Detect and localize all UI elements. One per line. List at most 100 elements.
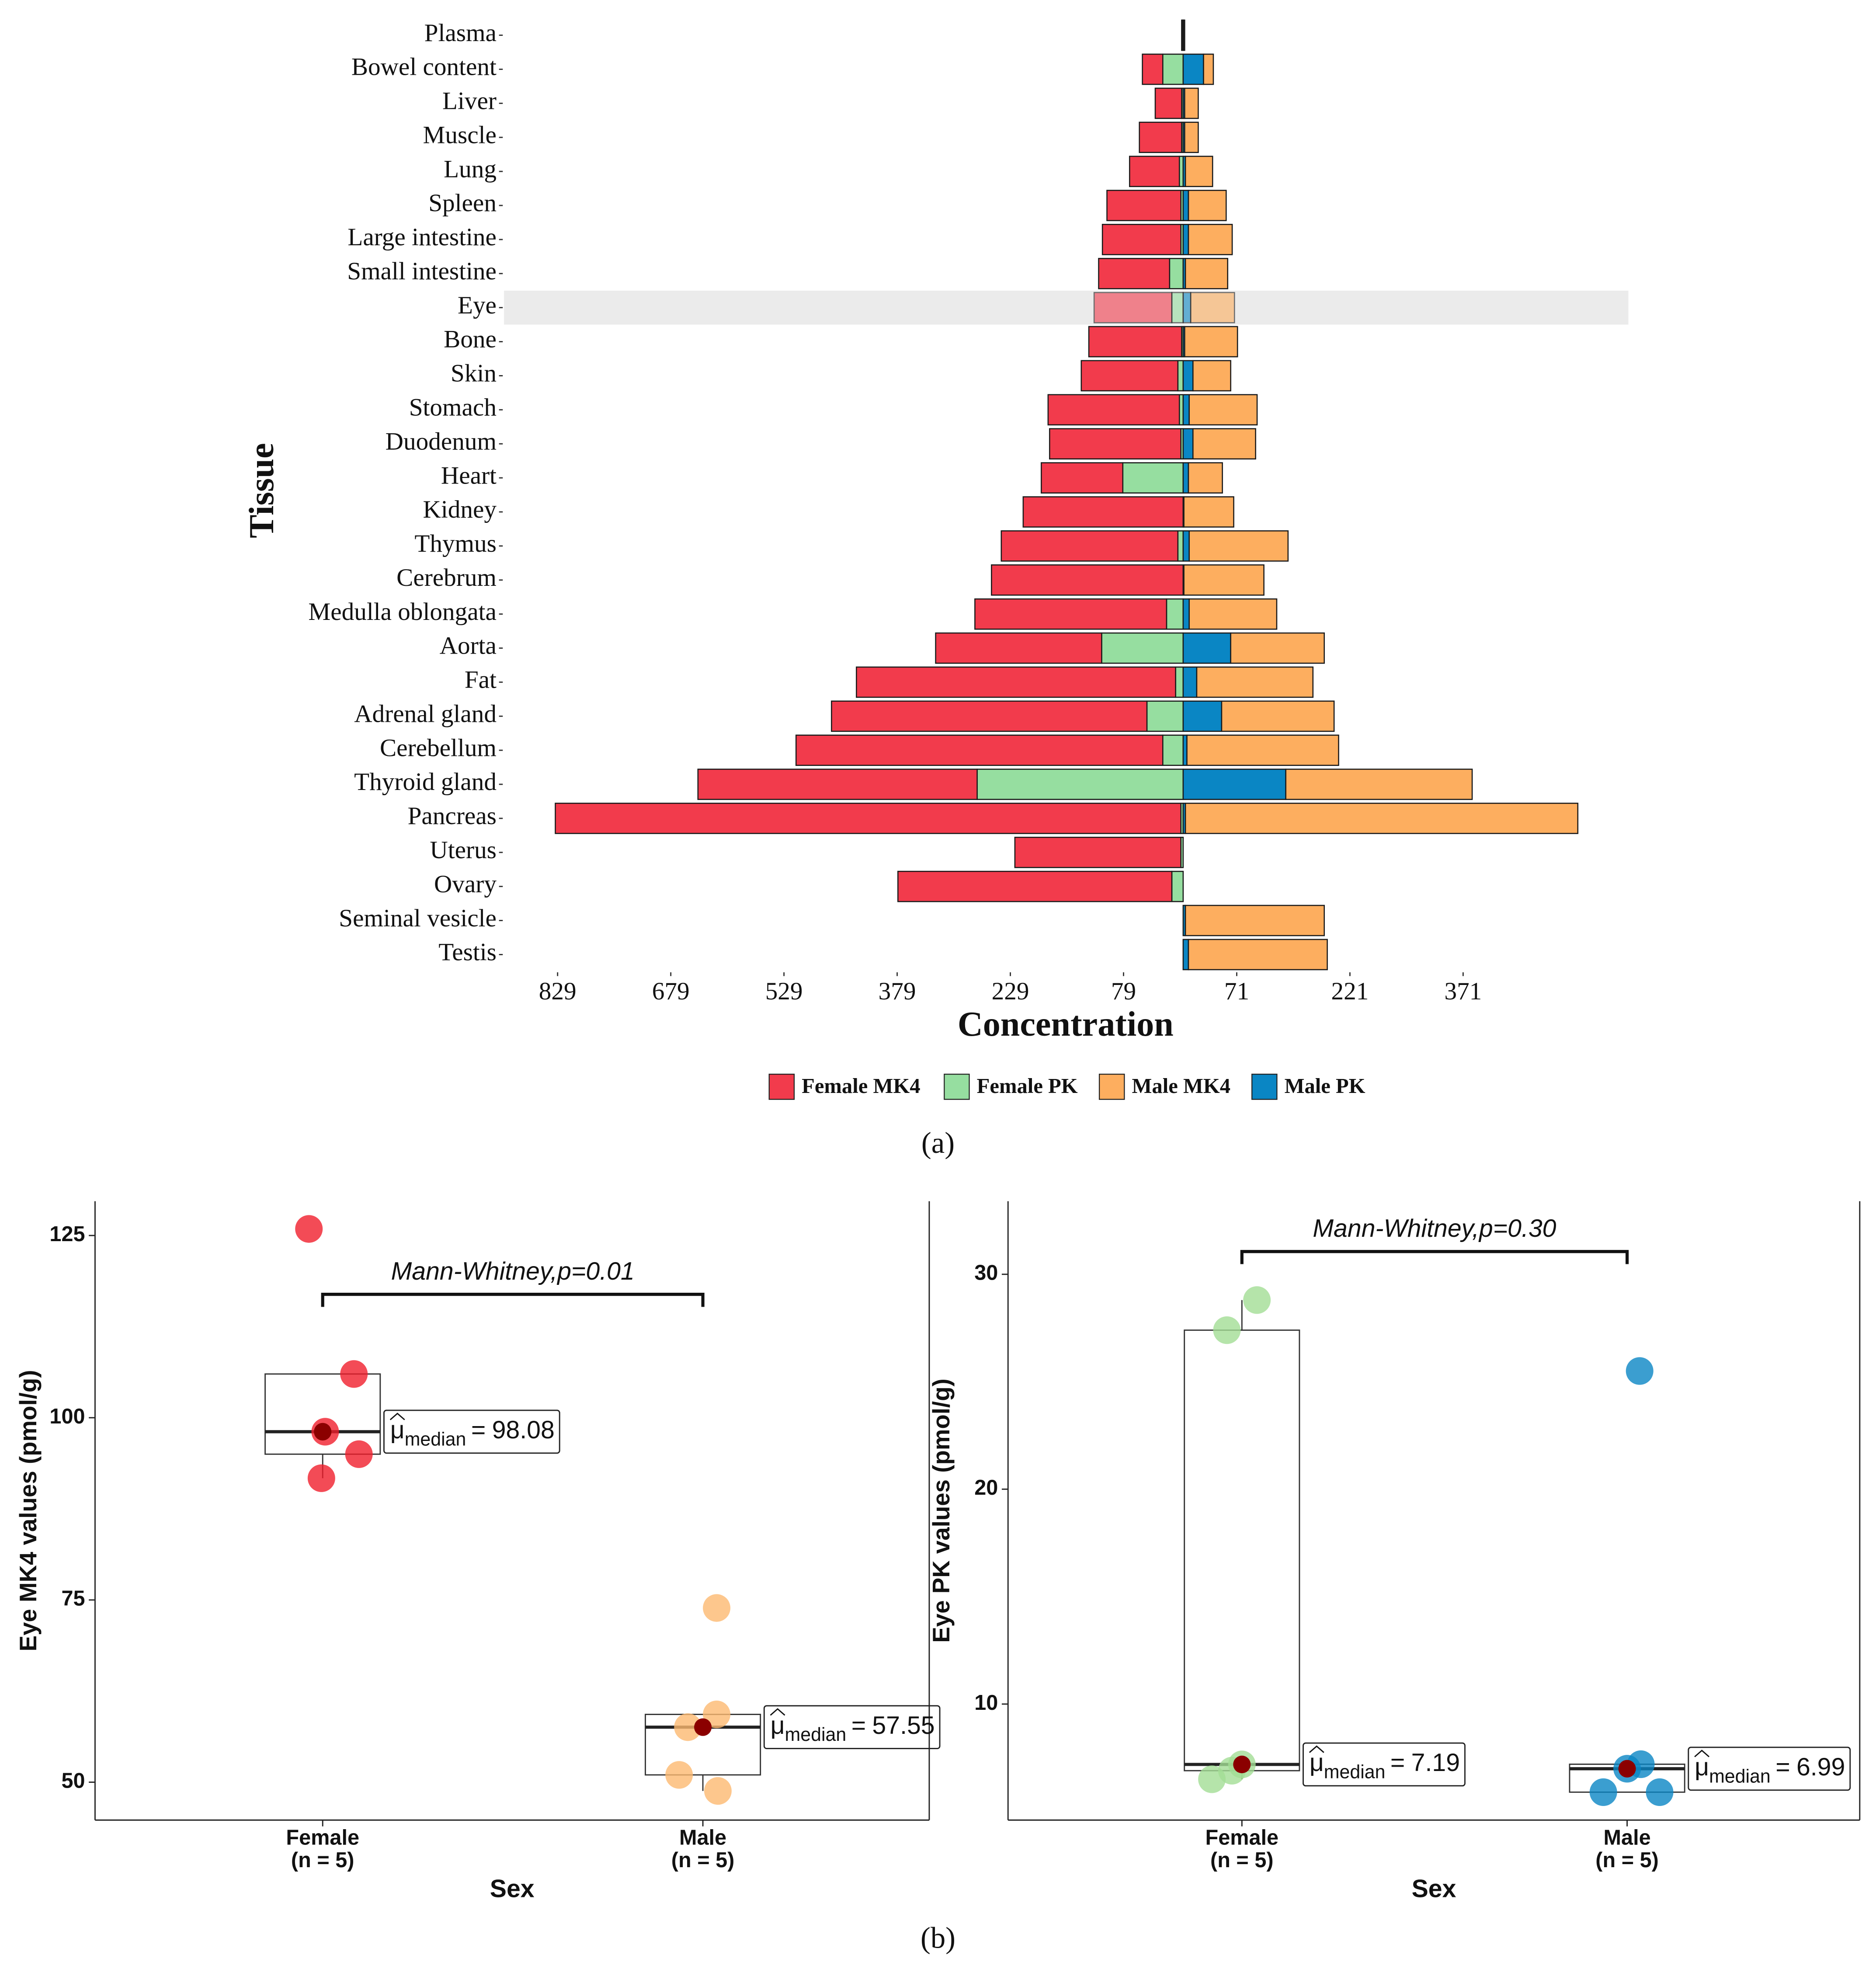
- point: [1243, 1286, 1271, 1314]
- bar: [1230, 632, 1325, 664]
- x-tick-label: 379: [879, 978, 916, 1005]
- legend-label: Male PK: [1285, 1074, 1365, 1098]
- median-dot: [694, 1718, 712, 1736]
- median-dot: [1618, 1760, 1636, 1778]
- point: [345, 1440, 373, 1468]
- x-axis-title: Concentration: [958, 1005, 1174, 1044]
- y-tick-label: 30: [974, 1261, 998, 1285]
- bar: [1188, 530, 1289, 562]
- point: [665, 1761, 693, 1789]
- bar: [1221, 700, 1335, 732]
- stat-hat: [770, 1708, 785, 1716]
- bar: [856, 666, 1176, 698]
- bar: [1154, 87, 1182, 119]
- highlight-band: [504, 290, 1629, 325]
- x-tick-sublabel: (n = 5): [1210, 1848, 1274, 1872]
- legend-swatch: [768, 1073, 795, 1100]
- y-tick-label: Heart: [441, 462, 497, 489]
- point: [1626, 1357, 1654, 1385]
- stat-symbol: μ: [1310, 1749, 1324, 1777]
- legend-swatch: [1098, 1073, 1125, 1100]
- stat-symbol: μ: [390, 1416, 405, 1444]
- bar: [1182, 530, 1190, 562]
- stat-symbol: μ: [771, 1712, 785, 1740]
- bar: [1129, 156, 1180, 187]
- bar: [974, 598, 1167, 630]
- panel-label: (b): [921, 1921, 955, 1954]
- bar: [1186, 734, 1339, 766]
- stat-label-box: [1688, 1747, 1851, 1791]
- y-tick-label: Spleen: [428, 189, 497, 217]
- stat-subscript: median: [1324, 1761, 1386, 1782]
- bracket: [1240, 1250, 1629, 1264]
- bar: [1101, 632, 1184, 664]
- y-tick-label: Liver: [442, 87, 497, 115]
- bar: [1146, 700, 1184, 732]
- bar: [1088, 326, 1182, 358]
- bar: [1177, 530, 1184, 562]
- stat-subscript: median: [1709, 1766, 1771, 1787]
- stat-label-box: [1303, 1742, 1466, 1787]
- y-tick-label: Duodenum: [386, 428, 497, 455]
- bar: [795, 734, 1164, 766]
- bar: [1182, 360, 1194, 392]
- median-value-label: 57.55: [872, 1712, 935, 1740]
- bar: [1177, 360, 1184, 392]
- y-tick-label: Plasma: [424, 19, 497, 47]
- bar: [1106, 190, 1181, 221]
- bar: [1188, 939, 1328, 971]
- bar: [1185, 257, 1229, 289]
- bar: [1098, 257, 1171, 289]
- bar: [1182, 632, 1231, 664]
- y-tick-label: Cerebellum: [380, 734, 497, 762]
- bar: [1101, 224, 1181, 255]
- point: [1198, 1765, 1226, 1793]
- x-tick-label: 71: [1224, 978, 1249, 1005]
- bar: [1178, 394, 1184, 426]
- y-tick-label: 50: [61, 1769, 85, 1792]
- bar: [1183, 564, 1265, 596]
- y-tick-label: Thymus: [414, 530, 497, 557]
- bar: [1182, 939, 1189, 971]
- y-tick-label: Kidney: [423, 496, 497, 523]
- stat-subscript: median: [785, 1724, 847, 1745]
- bar: [1182, 53, 1204, 85]
- y-tick-label: 10: [974, 1691, 998, 1715]
- panel-label: (a): [921, 1126, 955, 1159]
- y-tick-label: Cerebrum: [396, 564, 497, 592]
- bar: [1142, 53, 1164, 85]
- point: [703, 1594, 731, 1622]
- x-tick-label: Female: [286, 1826, 359, 1849]
- bar: [1049, 428, 1181, 459]
- annotation: Mann-Whitney,p=0.01: [391, 1257, 635, 1285]
- bar: [1285, 769, 1473, 800]
- point: [307, 1464, 335, 1492]
- bar: [1175, 666, 1184, 698]
- bar: [1183, 496, 1234, 528]
- stat-hat: [389, 1413, 405, 1420]
- bar: [1184, 87, 1199, 119]
- y-tick-label: Bone: [444, 326, 497, 353]
- y-tick-label: Seminal vesicle: [339, 905, 497, 932]
- bar: [1183, 19, 1185, 51]
- bar: [935, 632, 1102, 664]
- stat-hat: [1309, 1745, 1324, 1753]
- stat-hat: [1694, 1750, 1710, 1757]
- y-tick-label: Thyroid gland: [354, 768, 497, 796]
- stat-operator: =: [1775, 1753, 1790, 1781]
- stat-label-box: [383, 1409, 560, 1454]
- y-tick-label: 20: [974, 1476, 998, 1500]
- y-tick-label: Aorta: [440, 632, 497, 660]
- bar: [1162, 53, 1184, 85]
- x-tick-label: Female: [1206, 1826, 1279, 1849]
- y-tick-label: Bowel content: [351, 53, 497, 81]
- bar: [1166, 598, 1184, 630]
- bar: [1169, 257, 1184, 289]
- legend-label: Male MK4: [1132, 1074, 1231, 1098]
- x-tick-label: 79: [1111, 978, 1136, 1005]
- stat-symbol: μ: [1695, 1753, 1709, 1781]
- y-tick-label: Large intestine: [347, 223, 497, 251]
- bar: [1182, 734, 1188, 766]
- bar: [897, 870, 1173, 902]
